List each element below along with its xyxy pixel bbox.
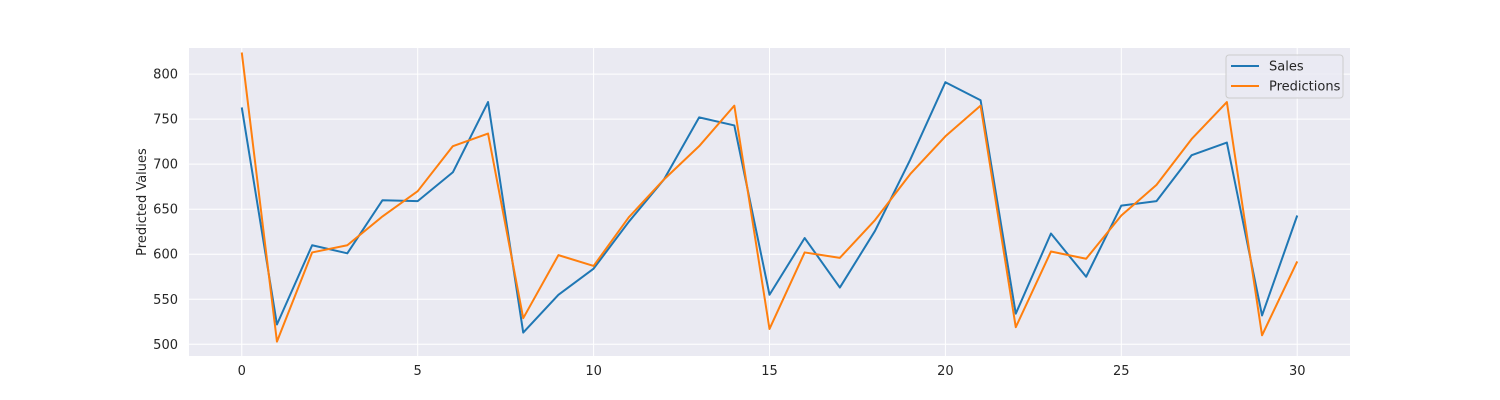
series-lines: [240, 52, 1299, 343]
y-tick-label: 650: [153, 203, 178, 218]
series-line-predictions: [240, 52, 1299, 343]
x-tick-labels: 0 5 10 15 20 25 30: [238, 364, 1306, 379]
legend: Sales Predictions: [1225, 54, 1344, 99]
y-tick-label: 800: [153, 68, 178, 83]
y-axis-label: Predicted Values: [135, 148, 150, 256]
x-tick-label: 5: [414, 364, 422, 379]
x-tick-label: 15: [761, 364, 778, 379]
series-line-sales: [240, 81, 1299, 334]
y-tick-label: 600: [153, 248, 178, 263]
y-tick-labels: 500 550 600 650 700 750 800: [153, 68, 178, 353]
x-tick-label: 10: [585, 364, 602, 379]
legend-label-predictions: Predictions: [1269, 80, 1341, 95]
y-tick-label: 500: [153, 338, 178, 353]
x-tick-label: 25: [1113, 364, 1130, 379]
x-tick-label: 20: [937, 364, 954, 379]
x-tick-label: 30: [1289, 364, 1306, 379]
y-tick-label: 550: [153, 293, 178, 308]
legend-label-sales: Sales: [1269, 60, 1304, 75]
grid-lines: [189, 48, 1350, 356]
y-tick-label: 700: [153, 158, 178, 173]
y-tick-label: 750: [153, 113, 178, 128]
x-tick-label: 0: [238, 364, 246, 379]
